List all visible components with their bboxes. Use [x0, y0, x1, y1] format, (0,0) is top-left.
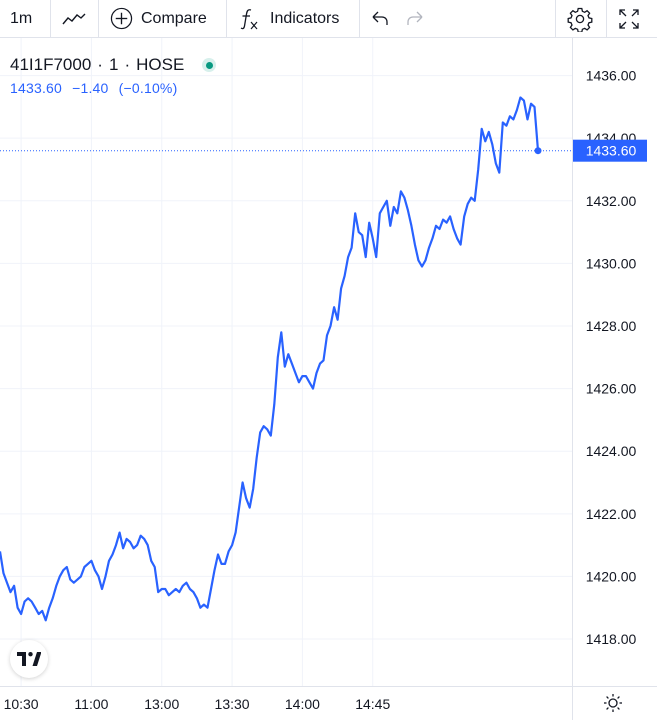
tradingview-logo-icon[interactable] — [10, 640, 48, 678]
legend-values: 1433.60 −1.40 (−0.10%) — [10, 80, 183, 96]
x-tick-label: 11:00 — [74, 696, 108, 712]
toolbar-divider — [226, 0, 227, 37]
y-tick-label: 1426.00 — [586, 381, 637, 397]
symbol-legend[interactable]: 41I1F7000 · 1 · HOSE — [10, 55, 217, 75]
compare-label: Compare — [141, 9, 207, 27]
legend-change-pct: (−0.10%) — [118, 80, 178, 96]
toolbar-divider — [359, 0, 360, 37]
symbol-exchange: HOSE — [136, 55, 185, 74]
x-tick-label: 14:45 — [355, 696, 390, 712]
price-chart[interactable]: 1418.00 1420.00 1422.00 1424.00 1426.00 1428.… — [0, 38, 657, 720]
x-tick-label: 13:00 — [144, 696, 179, 712]
undo-button[interactable] — [370, 0, 390, 37]
price-series — [0, 96, 572, 622]
x-tick-label: 10:30 — [4, 696, 39, 712]
y-tick-label: 1424.00 — [586, 443, 637, 459]
redo-button[interactable] — [405, 0, 425, 37]
symbol-interval: 1 — [108, 55, 119, 74]
top-toolbar: 1m Compare Indicators — [0, 0, 657, 38]
toolbar-divider — [555, 0, 556, 37]
undo-icon — [370, 9, 390, 29]
compare-button[interactable]: Compare — [110, 0, 207, 37]
settings-button[interactable] — [567, 0, 593, 37]
line-chart-icon — [62, 7, 86, 31]
y-tick-label: 1422.00 — [586, 506, 637, 522]
indicators-label: Indicators — [270, 9, 340, 27]
chart-grid — [0, 38, 572, 686]
interval-button[interactable]: 1m — [10, 0, 32, 37]
plus-circle-icon — [110, 7, 133, 30]
fx-icon — [238, 7, 260, 31]
legend-separator: · — [124, 55, 131, 74]
last-price-label: 1433.60 — [586, 143, 637, 159]
market-status-icon[interactable] — [202, 58, 217, 72]
symbol-name: 41I1F7000 — [10, 55, 92, 74]
legend-separator: · — [97, 55, 103, 74]
x-tick-label: 13:30 — [215, 696, 250, 712]
interval-label: 1m — [10, 9, 33, 27]
last-price-dot — [534, 147, 542, 155]
fullscreen-button[interactable] — [618, 0, 640, 37]
price-axis[interactable]: 1418.00 1420.00 1422.00 1424.00 1426.00 1428.… — [572, 38, 648, 720]
y-tick-label: 1436.00 — [586, 68, 637, 84]
legend-change: −1.40 — [72, 80, 109, 96]
y-tick-label: 1420.00 — [586, 568, 637, 584]
redo-icon — [405, 9, 425, 29]
time-axis[interactable]: 10:30 11:00 13:00 13:30 14:00 14:45 — [0, 686, 657, 713]
sun-settings-icon[interactable] — [603, 693, 623, 713]
toolbar-divider — [606, 0, 607, 37]
toolbar-divider — [50, 0, 51, 37]
y-tick-label: 1418.00 — [586, 631, 637, 647]
legend-price: 1433.60 — [10, 80, 63, 96]
price-line — [0, 96, 540, 622]
y-tick-label: 1428.00 — [586, 318, 637, 334]
y-tick-label: 1432.00 — [586, 193, 637, 209]
chart-type-button[interactable] — [62, 0, 86, 37]
y-tick-label: 1430.00 — [586, 255, 637, 271]
toolbar-divider — [98, 0, 99, 37]
x-tick-label: 14:00 — [285, 696, 320, 712]
last-price-label-bg — [573, 139, 647, 162]
fullscreen-icon — [618, 8, 640, 30]
gear-icon — [567, 6, 593, 32]
indicators-button[interactable]: Indicators — [238, 0, 339, 37]
